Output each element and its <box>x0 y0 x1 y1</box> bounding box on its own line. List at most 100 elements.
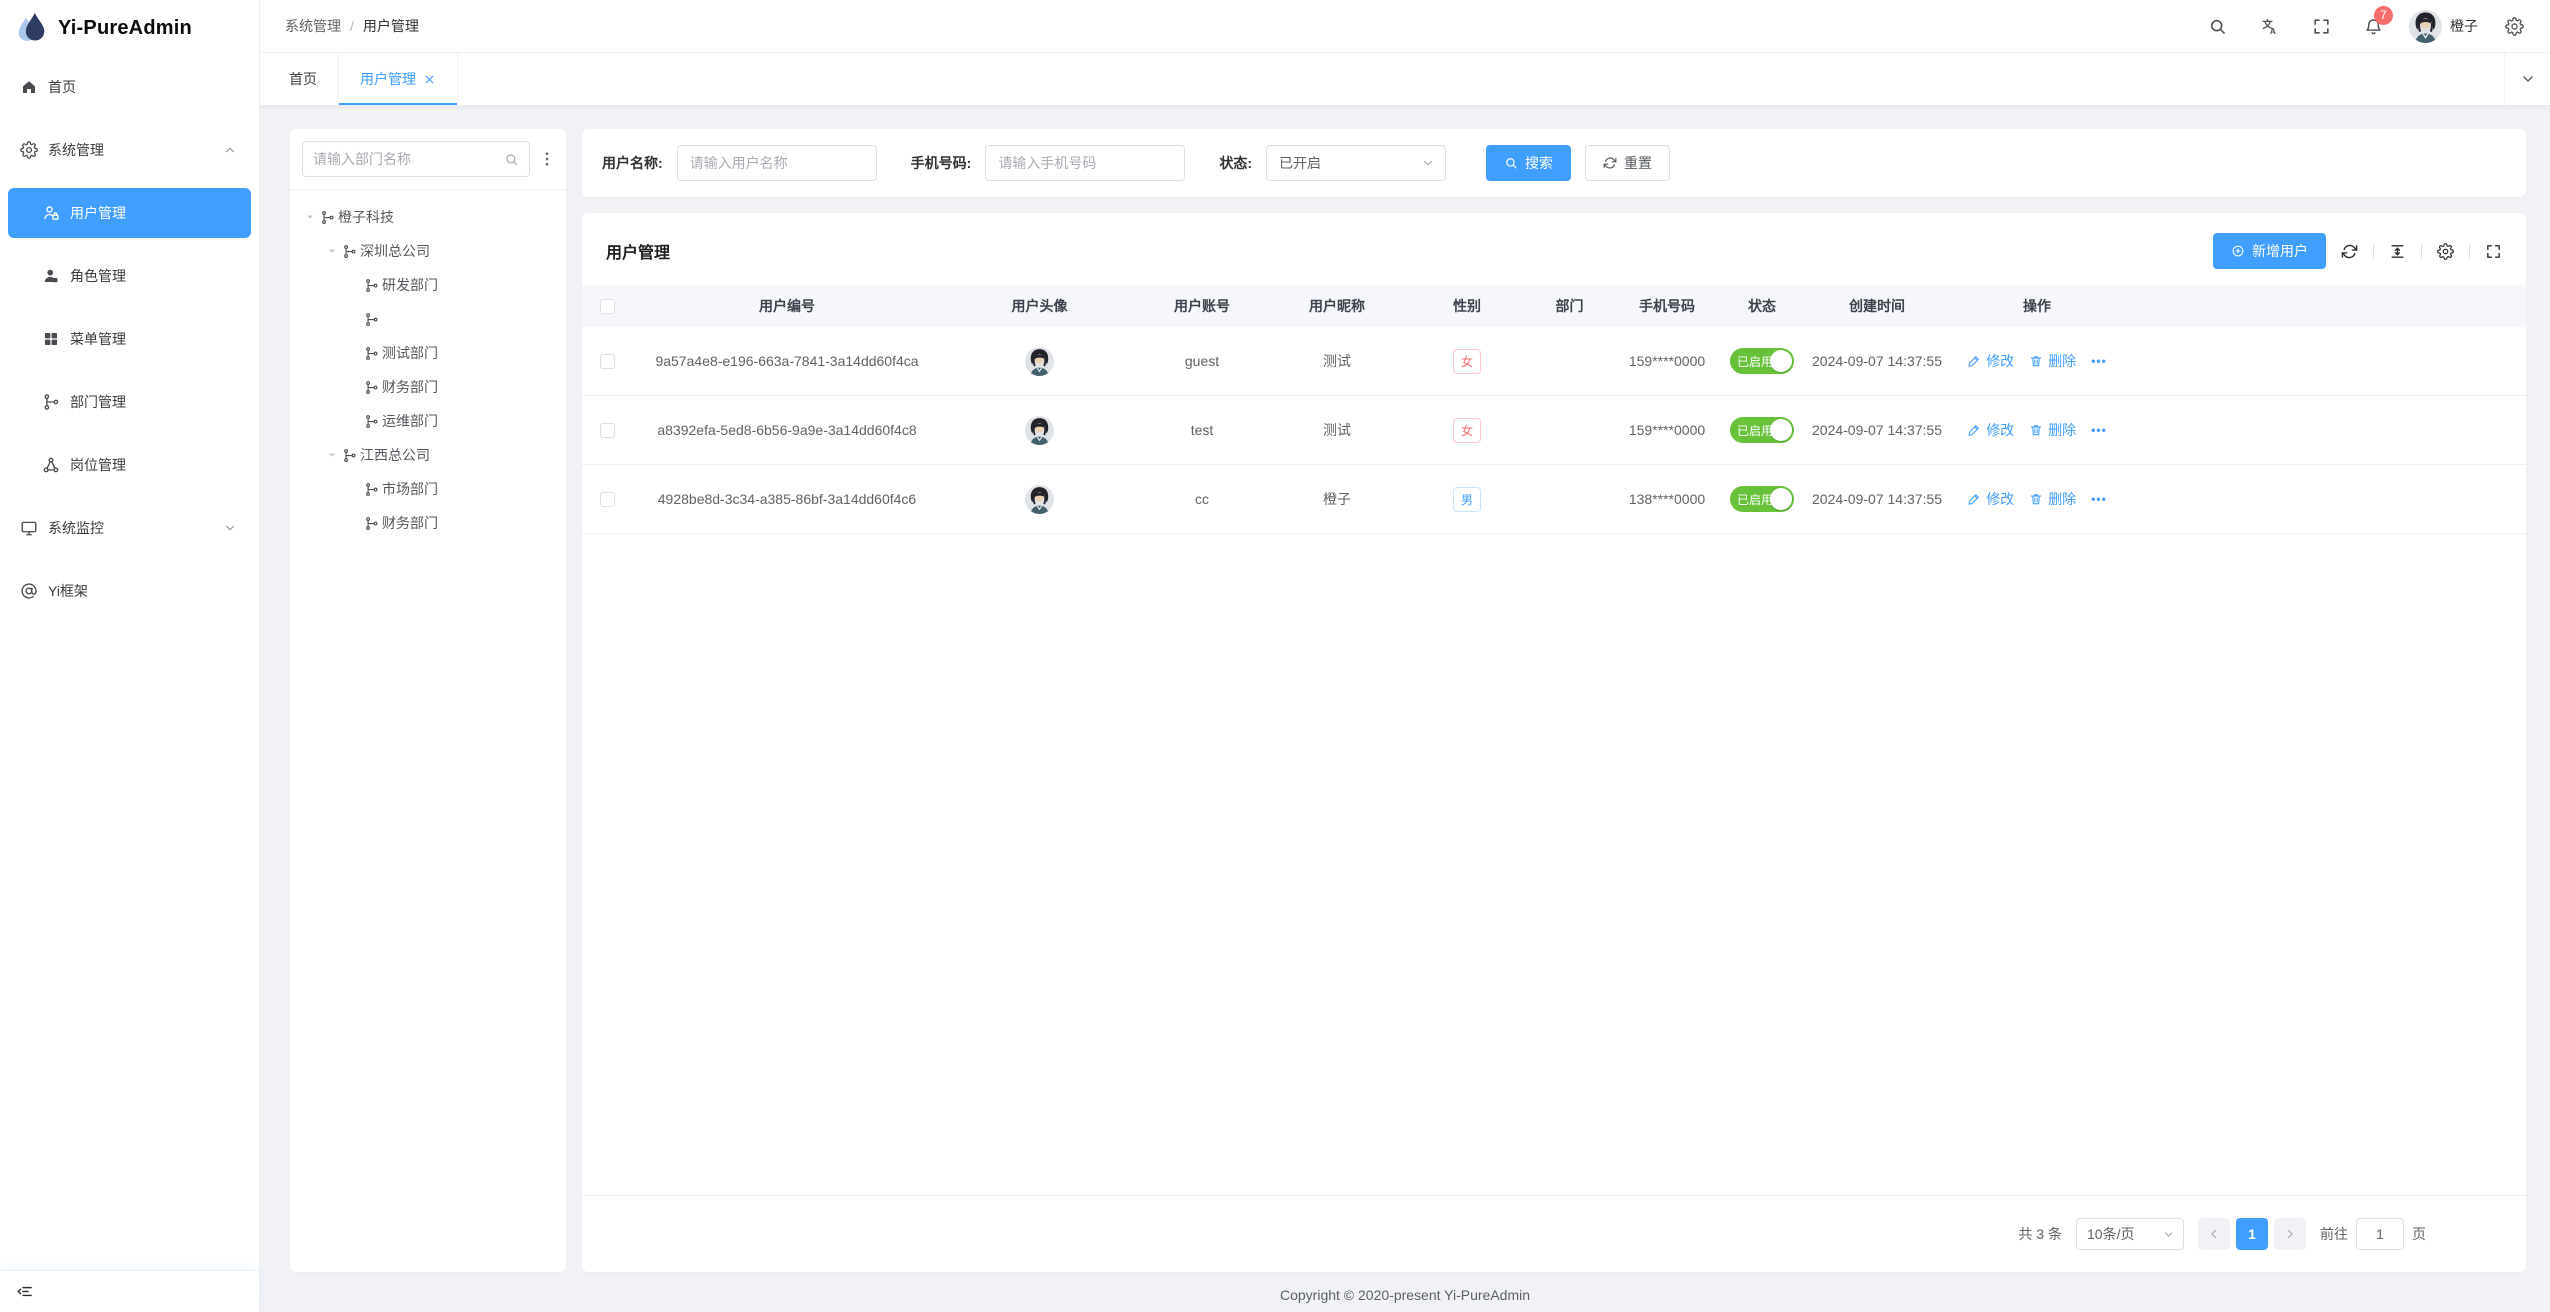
row-checkbox[interactable] <box>599 354 615 370</box>
tree-node[interactable]: 江西总公司 <box>296 438 560 472</box>
sidebar-item-label: 岗位管理 <box>70 457 126 473</box>
sidebar-item-post-management[interactable]: 岗位管理 <box>8 440 251 490</box>
sidebar-item-system-management[interactable]: 系统管理 <box>8 125 251 175</box>
breadcrumb-item[interactable]: 系统管理 <box>285 18 341 34</box>
sidebar-item-department-management[interactable]: 部门管理 <box>8 377 251 427</box>
status-toggle[interactable]: 已启用 <box>1730 486 1794 512</box>
add-user-button[interactable]: 新增用户 <box>2213 233 2326 269</box>
sidebar-item-home[interactable]: 首页 <box>8 62 251 112</box>
row-density-icon[interactable] <box>2389 243 2406 260</box>
status-label: 已启用 <box>1737 492 1774 507</box>
breadcrumb-item-current: 用户管理 <box>362 18 419 34</box>
caret-down-icon[interactable] <box>322 445 342 465</box>
more-actions-button[interactable]: ••• <box>2091 354 2107 368</box>
sidebar-item-menu-management[interactable]: 菜单管理 <box>8 314 251 364</box>
tab-user-management[interactable]: 用户管理 <box>339 53 458 105</box>
nickname-cell: 测试 <box>1267 395 1407 465</box>
settings-button[interactable] <box>2488 0 2540 53</box>
page-number-button[interactable]: 1 <box>2236 1218 2268 1250</box>
department-tree-panel: 橙子科技 深圳总公司 研发部门 <box>290 129 566 1272</box>
user-menu[interactable]: 橙子 <box>2399 10 2488 43</box>
tree-node[interactable]: 运维部门 <box>296 404 560 438</box>
goto-page-input[interactable] <box>2356 1218 2404 1250</box>
page-size-select[interactable]: 10条/页 <box>2076 1218 2184 1250</box>
caret-placeholder <box>344 309 364 329</box>
close-icon[interactable] <box>423 73 436 86</box>
caret-placeholder <box>344 377 364 397</box>
user-id-cell: a8392efa-5ed8-6b56-9a9e-3a14dd60f4c8 <box>632 395 942 465</box>
tree-node[interactable]: 财务部门 <box>296 370 560 404</box>
more-vertical-icon[interactable] <box>538 150 556 168</box>
more-actions-button[interactable]: ••• <box>2091 423 2107 437</box>
next-page-button[interactable] <box>2274 1218 2306 1250</box>
sidebar-item-yi-framework[interactable]: Yi框架 <box>8 566 251 616</box>
divider <box>2373 243 2374 259</box>
tree-node[interactable] <box>296 302 560 336</box>
delete-button[interactable]: 删除 <box>2029 351 2076 371</box>
sidebar-item-user-management[interactable]: 用户管理 <box>8 188 251 238</box>
username: 橙子 <box>2450 18 2478 34</box>
department-search-input[interactable] <box>313 151 498 167</box>
phone-input[interactable] <box>985 145 1186 181</box>
status-toggle[interactable]: 已启用 <box>1730 348 1794 374</box>
search-icon <box>2208 17 2227 36</box>
edit-button[interactable]: 修改 <box>1967 351 2014 371</box>
column-settings-icon[interactable] <box>2437 243 2454 260</box>
phone-cell: 138****0000 <box>1612 464 1722 534</box>
prev-page-button[interactable] <box>2198 1218 2230 1250</box>
column-header: 创建时间 <box>1802 285 1952 327</box>
at-sign-icon <box>20 582 38 600</box>
select-all-checkbox[interactable] <box>599 299 615 315</box>
tab-home[interactable]: 首页 <box>268 53 339 105</box>
username-input[interactable] <box>676 145 877 181</box>
tree-node[interactable]: 研发部门 <box>296 268 560 302</box>
tree-branch-icon <box>42 393 60 411</box>
search-submit-button[interactable]: 搜索 <box>1486 145 1572 181</box>
tree-node[interactable]: 财务部门 <box>296 506 560 540</box>
search-button[interactable] <box>2191 0 2243 53</box>
sidebar-footer <box>0 1270 259 1312</box>
pager: 1 <box>2198 1218 2306 1250</box>
table-fullscreen-icon[interactable] <box>2485 243 2502 260</box>
tabs-dropdown-button[interactable] <box>2504 53 2550 105</box>
user-id-cell: 4928be8d-3c34-a385-86bf-3a14dd60f4c6 <box>632 464 942 534</box>
more-actions-button[interactable]: ••• <box>2091 492 2107 506</box>
search-icon <box>1504 156 1518 170</box>
status-toggle[interactable]: 已启用 <box>1730 417 1794 443</box>
tree-node[interactable]: 橙子科技 <box>296 200 560 234</box>
logo[interactable]: Yi-PureAdmin <box>0 0 259 56</box>
avatar <box>1025 485 1054 514</box>
delete-button[interactable]: 删除 <box>2029 489 2076 509</box>
sidebar-item-system-monitor[interactable]: 系统监控 <box>8 503 251 553</box>
tab-label: 首页 <box>289 71 317 87</box>
status-select[interactable]: 已开启 <box>1266 145 1447 181</box>
department-icon <box>364 278 379 293</box>
collapse-sidebar-icon[interactable] <box>17 1283 34 1300</box>
department-icon <box>364 312 379 327</box>
caret-down-icon[interactable] <box>300 207 320 227</box>
row-checkbox[interactable] <box>599 423 615 439</box>
sidebar-item-label: 部门管理 <box>70 394 126 410</box>
table-row: 9a57a4e8-e196-663a-7841-3a14dd60f4ca gue… <box>582 327 2526 396</box>
edit-button[interactable]: 修改 <box>1967 489 2014 509</box>
delete-button[interactable]: 删除 <box>2029 420 2076 440</box>
edit-button[interactable]: 修改 <box>1967 420 2014 440</box>
sidebar-item-role-management[interactable]: 角色管理 <box>8 251 251 301</box>
caret-down-icon[interactable] <box>322 241 342 261</box>
add-user-label: 新增用户 <box>2252 243 2308 259</box>
tree-node[interactable]: 深圳总公司 <box>296 234 560 268</box>
pen-icon <box>1967 492 1981 506</box>
refresh-table-icon[interactable] <box>2341 243 2358 260</box>
tree-node[interactable]: 市场部门 <box>296 472 560 506</box>
pen-icon <box>1967 354 1981 368</box>
row-checkbox[interactable] <box>599 492 615 508</box>
filter-label: 手机号码: <box>910 155 972 171</box>
fullscreen-button[interactable] <box>2295 0 2347 53</box>
translate-button[interactable] <box>2243 0 2295 53</box>
gender-tag: 男 <box>1452 486 1481 512</box>
notifications-button[interactable]: 7 <box>2347 0 2399 53</box>
column-header: 操作 <box>1952 285 2122 327</box>
reset-button[interactable]: 重置 <box>1585 145 1671 181</box>
tree-node[interactable]: 测试部门 <box>296 336 560 370</box>
